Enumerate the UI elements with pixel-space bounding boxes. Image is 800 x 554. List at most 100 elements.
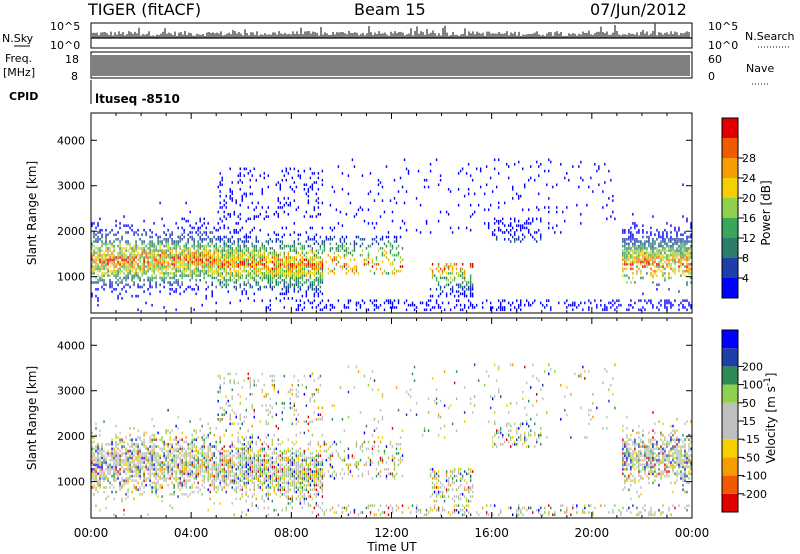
power-cell — [221, 249, 223, 252]
power-cell — [345, 247, 348, 250]
power-cell — [253, 278, 255, 282]
velocity-cell — [175, 472, 177, 476]
power-cell — [391, 303, 394, 307]
power-cell — [255, 272, 257, 275]
power-cell — [624, 258, 626, 262]
power-cell — [652, 258, 654, 262]
power-cell — [239, 285, 241, 289]
power-cell — [103, 265, 105, 268]
power-cell — [632, 244, 634, 248]
power-cell — [171, 272, 173, 275]
velocity-cell — [131, 456, 133, 460]
power-cell — [652, 242, 654, 246]
power-cell — [205, 238, 207, 241]
power-cell — [119, 260, 121, 264]
power-cell — [239, 188, 241, 191]
power-cell — [189, 249, 191, 252]
power-cell — [159, 272, 161, 275]
velocity-cell — [169, 438, 171, 442]
power-cell — [225, 265, 227, 268]
power-cell — [311, 215, 314, 218]
velocity-cell — [133, 470, 135, 473]
power-cell — [255, 240, 257, 243]
velocity-cell — [183, 477, 185, 480]
velocity-cell — [91, 440, 93, 444]
power-cell — [275, 260, 278, 264]
power-cell — [197, 265, 199, 268]
power-cell — [259, 269, 261, 273]
power-cell — [183, 267, 185, 271]
power-cell — [289, 265, 292, 268]
power-cell — [157, 242, 159, 246]
velocity-cell — [117, 454, 119, 457]
power-cell — [303, 263, 306, 266]
power-cell — [522, 238, 524, 241]
power-cell — [223, 283, 225, 287]
power-cell — [650, 253, 652, 257]
power-cell — [263, 258, 265, 262]
power-cell — [197, 267, 199, 271]
power-cell — [147, 288, 149, 291]
velocity-cell — [131, 449, 133, 453]
power-cell — [261, 272, 263, 275]
velocity-cell — [93, 493, 95, 496]
colorbar-segment — [722, 278, 738, 298]
power-cell — [608, 301, 610, 305]
power-cell — [678, 303, 680, 307]
power-cell — [119, 240, 121, 243]
power-cell — [467, 306, 470, 309]
velocity-cell — [149, 454, 151, 457]
power-cell — [119, 226, 121, 230]
power-cell — [347, 306, 350, 309]
power-cell — [471, 292, 474, 296]
power-cell — [501, 217, 504, 221]
power-cell — [662, 244, 664, 248]
power-cell — [528, 178, 530, 182]
power-cell — [149, 251, 151, 255]
power-cell — [293, 260, 296, 264]
power-cell — [215, 272, 217, 275]
power-cell — [433, 274, 436, 277]
power-cell — [301, 244, 304, 248]
power-cell — [311, 256, 314, 259]
power-cell — [345, 251, 348, 255]
power-cell — [255, 265, 257, 268]
power-cell — [175, 251, 177, 255]
power-cell — [405, 190, 408, 193]
power-cell — [437, 281, 440, 284]
velocity-cell — [111, 449, 113, 453]
power-cell — [153, 244, 155, 248]
power-cell — [379, 303, 382, 307]
power-cell — [257, 269, 259, 273]
velocity-cell — [153, 463, 155, 467]
power-cell — [237, 181, 239, 184]
power-cell — [227, 283, 229, 287]
power-cell — [139, 269, 141, 273]
power-cell — [572, 165, 574, 168]
power-cell — [526, 226, 528, 230]
power-cell — [299, 174, 302, 177]
power-cell — [121, 258, 123, 262]
power-cell — [101, 260, 103, 264]
velocity-cell — [121, 452, 123, 455]
power-cell — [289, 185, 292, 189]
power-cell — [684, 269, 686, 273]
power-cell — [315, 278, 318, 282]
power-cell — [271, 253, 274, 257]
power-cell — [469, 294, 472, 298]
power-cell — [321, 278, 324, 282]
power-cell — [307, 288, 310, 291]
power-cell — [377, 263, 380, 266]
power-cell — [125, 276, 127, 280]
power-cell — [287, 267, 290, 271]
power-cell — [159, 244, 161, 248]
power-cell — [215, 256, 217, 259]
power-cell — [471, 283, 474, 287]
power-cell — [445, 276, 448, 280]
velocity-cell — [105, 443, 107, 446]
power-cell — [520, 303, 522, 307]
power-cell — [233, 285, 235, 289]
power-cell — [337, 165, 340, 168]
power-cell — [642, 231, 644, 234]
